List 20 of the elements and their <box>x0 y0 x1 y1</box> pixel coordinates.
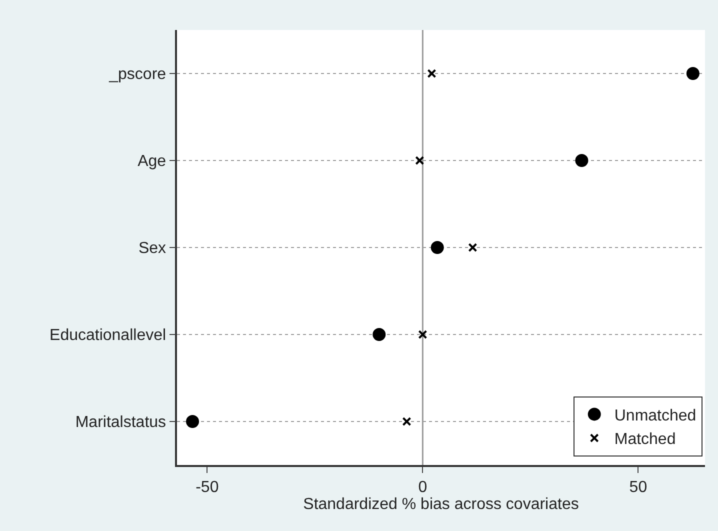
x-tick-label: 0 <box>418 478 428 496</box>
point <box>418 330 428 339</box>
x-tick-label: 50 <box>629 478 648 496</box>
legend-label: Unmatched <box>614 407 696 424</box>
y-tick-label: Maritalstatus <box>75 414 166 432</box>
y-tick-label: Age <box>138 153 166 170</box>
point <box>575 154 588 167</box>
x-axis-title: Standardized % bias across covariates <box>303 496 579 513</box>
y-tick-label: _pscore <box>108 66 166 84</box>
point <box>186 415 200 428</box>
x-tick-label: -50 <box>196 478 219 496</box>
point <box>415 156 424 165</box>
point <box>372 328 386 341</box>
point <box>468 243 478 252</box>
y-tick-label: Educationallevel <box>50 327 166 344</box>
y-tick-label: Sex <box>138 240 166 258</box>
point <box>430 241 444 254</box>
point <box>402 417 412 426</box>
point <box>686 67 700 80</box>
point <box>427 69 436 78</box>
